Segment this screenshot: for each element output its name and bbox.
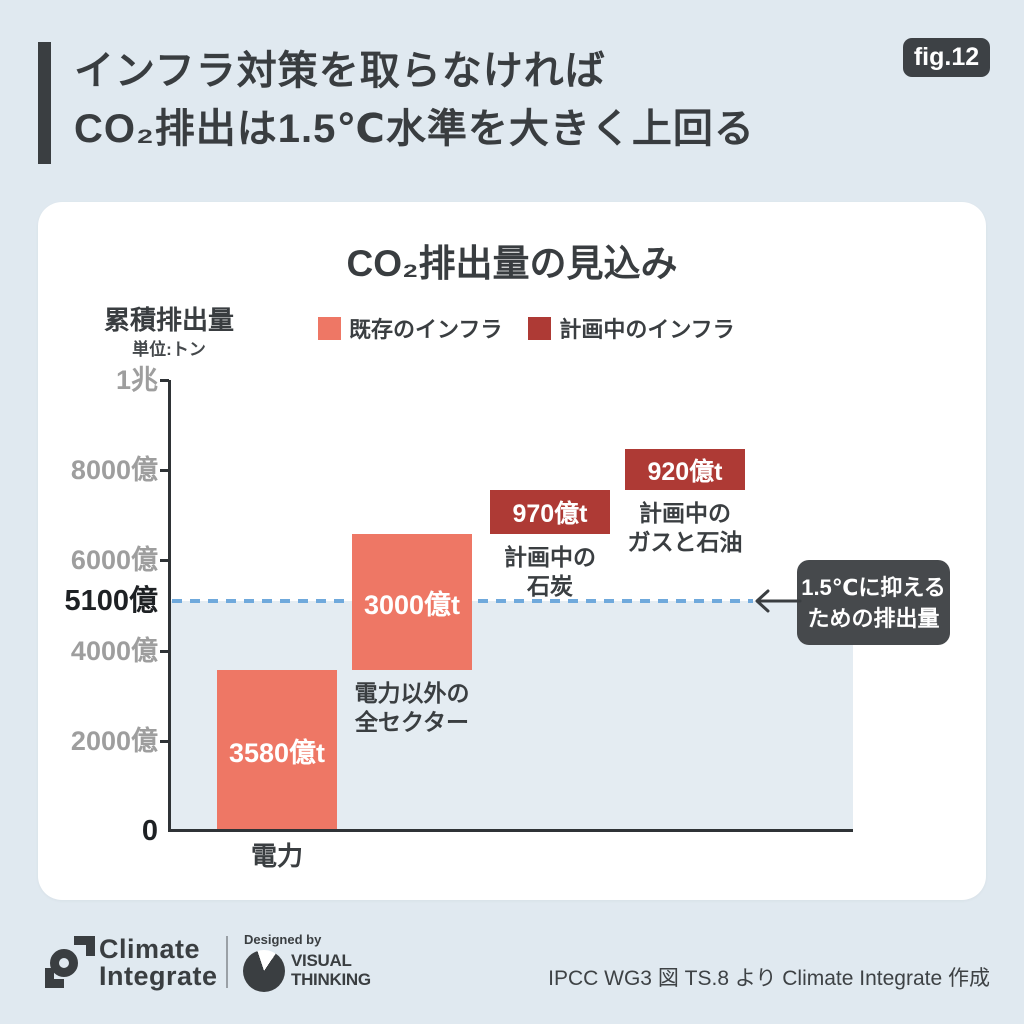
vt-line1: VISUAL (291, 951, 352, 970)
vt-line2: THINKING (291, 970, 371, 989)
visual-thinking-wordmark: VISUAL THINKING (291, 951, 371, 989)
reference-annotation-callout: 1.5℃に抑える ための排出量 (797, 560, 950, 645)
brand-line1: Climate (99, 934, 201, 964)
y-axis-unit: 単位:トン (132, 340, 206, 359)
chart-legend: 既存のインフラ 計画中のインフラ (318, 312, 735, 344)
footer-divider (226, 936, 228, 988)
source-attribution: IPCC WG3 図 TS.8 より Climate Integrate 作成 (548, 967, 990, 990)
left-arrow-icon (755, 589, 802, 613)
legend-label-existing-infra: 既存のインフラ (349, 317, 503, 342)
logo-corner-shape (74, 936, 95, 956)
designed-by-label: Designed by (244, 932, 322, 947)
legend-item-planned-infra: 計画中のインフラ (528, 312, 735, 344)
climate-integrate-logo-icon (45, 936, 95, 988)
page-title: インフラ対策を取らなければ CO₂排出は1.5℃水準を大きく上回る (74, 42, 755, 158)
climate-integrate-wordmark: Climate Integrate (99, 936, 218, 990)
legend-swatch-planned-infra (528, 316, 552, 340)
legend-swatch-existing-infra (318, 316, 341, 340)
legend-label-planned-infra: 計画中のインフラ (559, 317, 735, 342)
visual-thinking-logo-icon (243, 950, 285, 992)
annotation-line2: ための排出量 (807, 605, 940, 631)
page-title-line2: CO₂排出は1.5℃水準を大きく上回る (74, 107, 755, 151)
chart-title: CO₂排出量の見込み (346, 243, 678, 284)
legend-item-existing-infra: 既存のインフラ (318, 312, 502, 344)
brand-line2: Integrate (99, 961, 218, 991)
logo-circle-shape (50, 949, 78, 977)
annotation-line1: 1.5℃に抑える (801, 574, 946, 600)
page-title-line1: インフラ対策を取らなければ (74, 49, 606, 93)
figure-number-badge: fig.12 (903, 38, 990, 77)
y-axis-title-text: 累積排出量 (103, 305, 234, 335)
header-accent-bar (38, 42, 51, 164)
logo-bracket-shape (45, 968, 64, 988)
y-axis-title: 累積排出量 単位:トン (96, 305, 242, 365)
